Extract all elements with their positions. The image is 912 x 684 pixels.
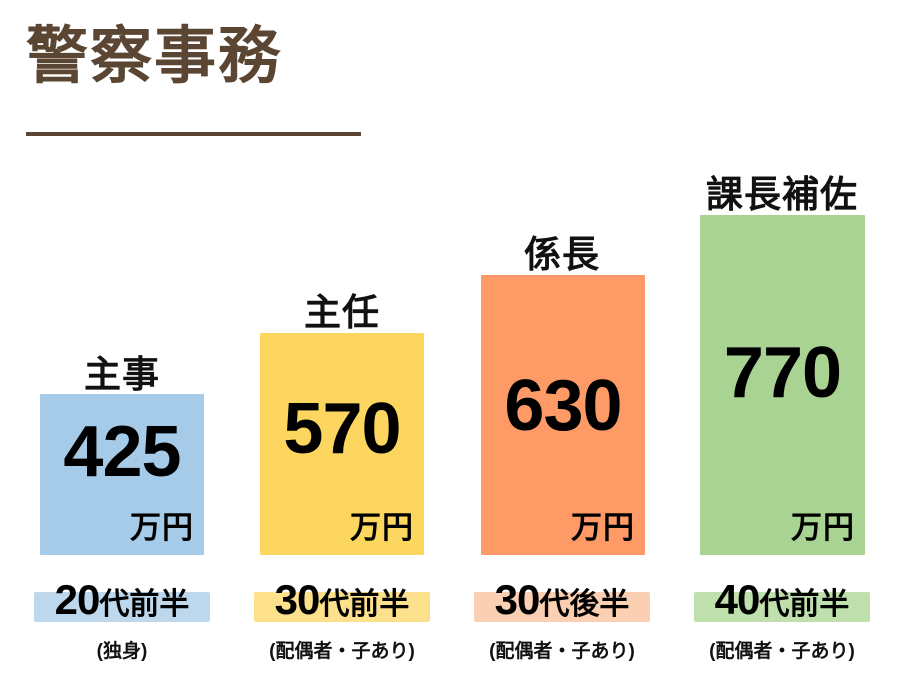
bar-note-label: (配偶者・子あり) (269, 641, 415, 662)
bar-role-label: 係長 (524, 234, 600, 275)
bar-value-label: 630 (504, 366, 622, 446)
bar-age-highlight (34, 592, 210, 622)
bar-age-suffix: 代後半 (539, 588, 630, 621)
bar-age-label: 40代前半 (672, 578, 892, 624)
bar-age-number: 20 (54, 576, 101, 623)
bar-age-text: 30代後半 (495, 578, 630, 627)
bar-age-number: 40 (714, 576, 761, 623)
bar-note-label: (配偶者・子あり) (489, 641, 635, 662)
bar-group-0: 主事 425 万円 20代前半 (独身) (12, 0, 232, 684)
bar-group-2: 係長 630 万円 30代後半 (配偶者・子あり) (452, 0, 672, 684)
bar-age-label: 20代前半 (12, 578, 232, 624)
bar-age-suffix: 代前半 (319, 588, 410, 621)
page-title: 警察事務 (26, 22, 283, 91)
bar-unit-label: 万円 (350, 510, 414, 545)
bar-age-number: 30 (274, 576, 321, 623)
bar-note-label: (独身) (96, 641, 148, 662)
bar-age-suffix: 代前半 (759, 588, 850, 621)
bar-note-label: (配偶者・子あり) (709, 641, 855, 662)
bar-role-label: 課長補佐 (706, 174, 858, 215)
bar-rect: 570 万円 (260, 333, 424, 555)
title-block: 警察事務 (26, 22, 446, 136)
bar-role-label: 主任 (304, 292, 380, 333)
bar-unit-label: 万円 (791, 510, 855, 545)
bar-value-label: 425 (63, 412, 181, 492)
bar-age-highlight (694, 592, 870, 622)
bar-age-number: 30 (494, 576, 541, 623)
bar-rect: 770 万円 (700, 215, 865, 555)
bar-age-highlight (474, 592, 650, 622)
bar-group-3: 課長補佐 770 万円 40代前半 (配偶者・子あり) (672, 0, 892, 684)
bar-age-suffix: 代前半 (99, 588, 190, 621)
bar-age-text: 30代前半 (275, 578, 410, 627)
bar-role-label: 主事 (84, 354, 160, 395)
bar-age-highlight (254, 592, 430, 622)
title-underline-rule (26, 132, 361, 136)
bar-value-label: 770 (723, 333, 842, 413)
bar-age-label: 30代前半 (232, 578, 452, 624)
bar-group-1: 主任 570 万円 30代前半 (配偶者・子あり) (232, 0, 452, 684)
bar-rect: 630 万円 (481, 275, 645, 555)
bar-age-text: 40代前半 (715, 578, 850, 627)
bar-rect: 425 万円 (40, 394, 204, 555)
bar-unit-label: 万円 (130, 510, 194, 545)
bar-age-text: 20代前半 (55, 578, 190, 627)
bar-age-label: 30代後半 (452, 578, 672, 624)
bar-unit-label: 万円 (571, 510, 635, 545)
bar-value-label: 570 (283, 389, 401, 469)
